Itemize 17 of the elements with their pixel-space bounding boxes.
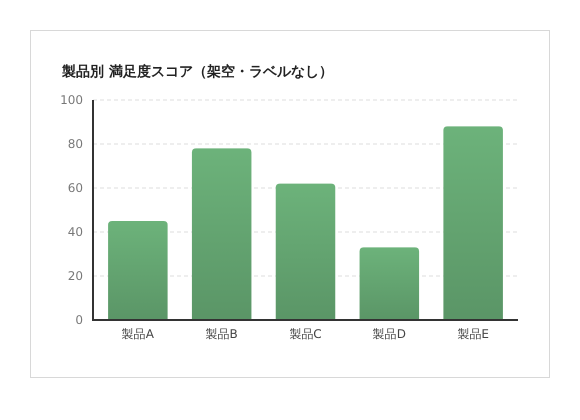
bar bbox=[108, 221, 168, 320]
x-tick-label: 製品D bbox=[372, 327, 406, 341]
y-tick-label: 60 bbox=[68, 181, 83, 196]
y-tick-label: 0 bbox=[75, 313, 83, 328]
y-tick-label: 80 bbox=[68, 137, 83, 152]
chart-title: 製品別 満足度スコア（架空・ラベルなし） bbox=[61, 63, 333, 80]
y-tick-label: 100 bbox=[60, 93, 83, 108]
bar bbox=[360, 247, 420, 320]
x-tick-label: 製品E bbox=[457, 327, 489, 341]
y-tick-label: 40 bbox=[68, 225, 83, 240]
x-tick-label: 製品A bbox=[122, 327, 155, 341]
bar bbox=[276, 184, 336, 320]
y-tick-label: 20 bbox=[68, 269, 83, 284]
bar bbox=[192, 148, 252, 320]
x-tick-label: 製品C bbox=[289, 327, 322, 341]
x-tick-label: 製品B bbox=[206, 327, 238, 341]
bar bbox=[443, 126, 503, 320]
